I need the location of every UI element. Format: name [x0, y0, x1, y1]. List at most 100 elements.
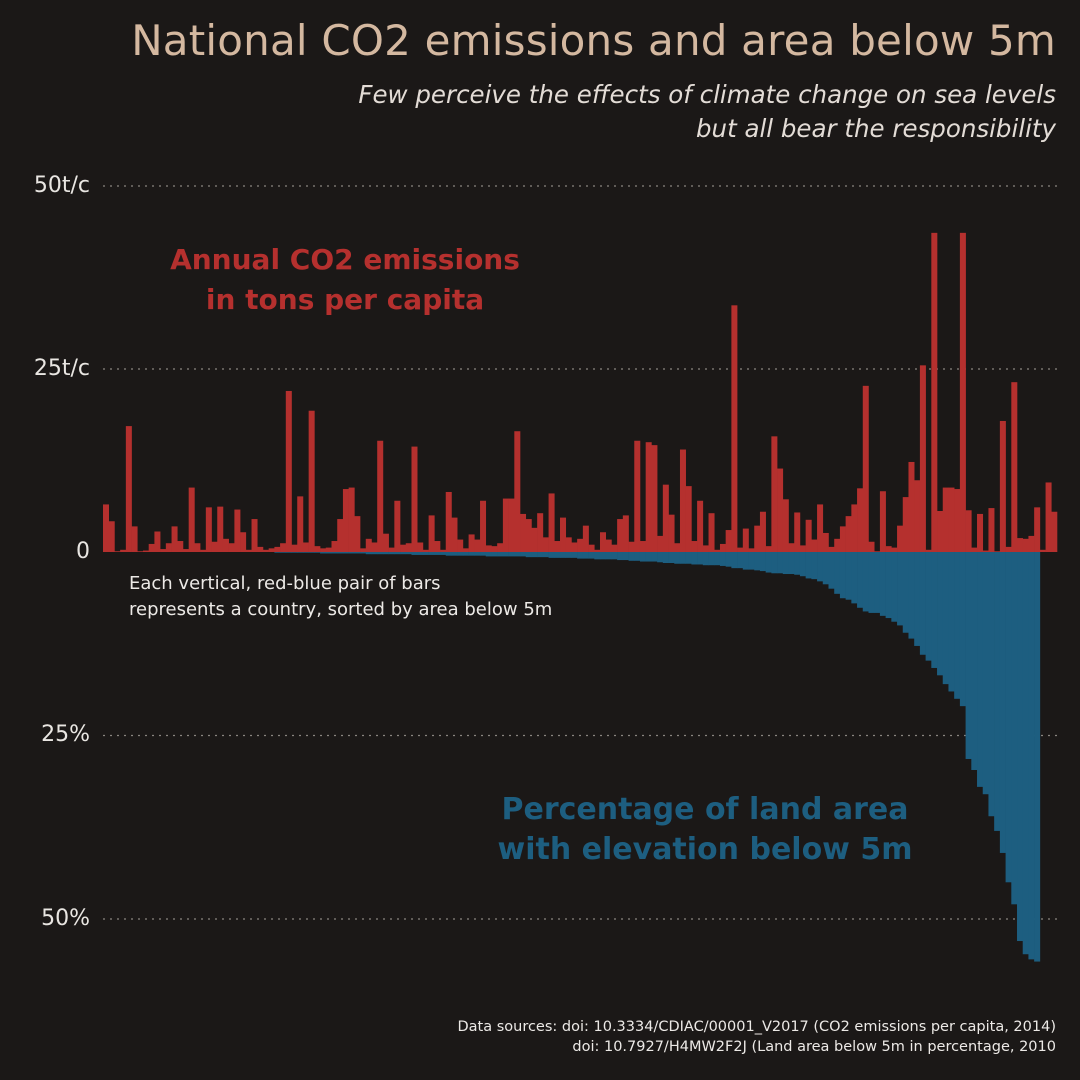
co2-bar: [188, 487, 195, 552]
area-bar: [942, 552, 949, 685]
area-bar: [702, 552, 709, 566]
co2-bar: [811, 539, 818, 552]
area-bar: [354, 552, 361, 554]
co2-bar: [217, 506, 224, 552]
area-bar: [679, 552, 686, 564]
area-bar: [994, 552, 1001, 831]
area-bar: [708, 552, 715, 566]
area-bar: [954, 552, 961, 699]
co2-bar: [171, 526, 178, 552]
co2-bar: [497, 543, 504, 552]
co2-bar: [222, 538, 229, 552]
area-bar: [342, 552, 349, 554]
co2-bar: [622, 515, 629, 552]
area-bar: [565, 552, 572, 558]
area-bar: [748, 552, 755, 570]
area-bar: [560, 552, 567, 558]
co2-bar: [891, 547, 898, 552]
tick-label-co2-25: 25t/c: [33, 356, 90, 381]
co2-bar: [902, 497, 909, 552]
co2-bar: [742, 528, 749, 552]
area-bar: [828, 552, 835, 589]
co2-bar: [245, 549, 252, 552]
co2-bar: [428, 515, 435, 552]
co2-bar: [782, 499, 789, 552]
co2-bar: [1017, 538, 1024, 552]
co2-bar: [308, 410, 315, 552]
co2-bar: [142, 550, 149, 552]
co2-bar: [388, 547, 395, 552]
area-bar: [297, 552, 304, 553]
area-bar: [657, 552, 664, 563]
co2-bar: [959, 232, 966, 552]
area-bar: [337, 552, 344, 554]
area-annotation-line-1: Percentage of land area: [501, 792, 909, 827]
co2-bar: [491, 546, 498, 552]
co2-bar: [657, 535, 664, 552]
area-bar: [645, 552, 652, 562]
co2-bar: [262, 549, 269, 552]
co2-bar: [160, 549, 167, 552]
subtitle-line-1: Few perceive the effects of climate chan…: [358, 80, 1056, 109]
co2-bar: [462, 548, 469, 552]
area-bar: [599, 552, 606, 560]
area-bar: [817, 552, 824, 582]
area-bar: [360, 552, 367, 554]
area-bar: [434, 552, 441, 555]
co2-bar: [417, 542, 424, 552]
area-bar: [617, 552, 624, 561]
co2-bar: [725, 530, 732, 552]
co2-bar: [999, 420, 1006, 552]
co2-bar: [342, 489, 349, 552]
co2-bar: [828, 546, 835, 552]
co2-bar: [103, 504, 110, 552]
pairing-note: Each vertical, red-blue pair of bars rep…: [129, 571, 552, 623]
co2-bar: [817, 504, 824, 552]
area-bar: [474, 552, 481, 556]
co2-bar: [422, 549, 429, 552]
area-bar: [537, 552, 544, 558]
co2-bar: [200, 549, 207, 552]
area-bar: [405, 552, 412, 555]
subtitle-line-2: but all bear the responsibility: [695, 114, 1056, 143]
area-bar: [371, 552, 378, 555]
area-bar: [428, 552, 435, 555]
co2-bar: [668, 514, 675, 552]
area-bar: [542, 552, 549, 558]
co2-bar: [599, 532, 606, 552]
area-bar: [302, 552, 309, 553]
area-bar: [451, 552, 458, 556]
area-bar: [885, 552, 892, 619]
area-bar: [462, 552, 469, 556]
area-bar: [719, 552, 726, 566]
area-bar: [765, 552, 772, 573]
co2-bar: [268, 548, 275, 552]
co2-bar: [211, 541, 218, 552]
area-bar: [348, 552, 355, 554]
co2-bar: [457, 539, 464, 552]
co2-bar: [1045, 482, 1052, 552]
co2-bar: [868, 541, 875, 552]
co2-bar: [639, 541, 646, 552]
area-bar: [525, 552, 532, 558]
co2-bar: [897, 525, 904, 552]
area-bar: [868, 552, 875, 613]
area-bar: [668, 552, 675, 564]
co2-bar: [628, 541, 635, 552]
co2-bar: [514, 431, 521, 552]
co2-bar: [360, 548, 367, 552]
area-bar: [280, 552, 287, 553]
area-bar: [382, 552, 389, 555]
data-source-line-2: doi: 10.7927/H4MW2F2J (Land area below 5…: [572, 1039, 1056, 1055]
area-bar: [937, 552, 944, 676]
area-bar: [497, 552, 504, 557]
co2-bar: [845, 516, 852, 552]
area-bar: [417, 552, 424, 555]
co2-bar: [1028, 535, 1035, 552]
co2-bar: [1034, 507, 1041, 552]
co2-bar: [731, 305, 738, 552]
area-bar: [468, 552, 475, 556]
co2-bar: [674, 543, 681, 552]
co2-bar: [822, 532, 829, 552]
